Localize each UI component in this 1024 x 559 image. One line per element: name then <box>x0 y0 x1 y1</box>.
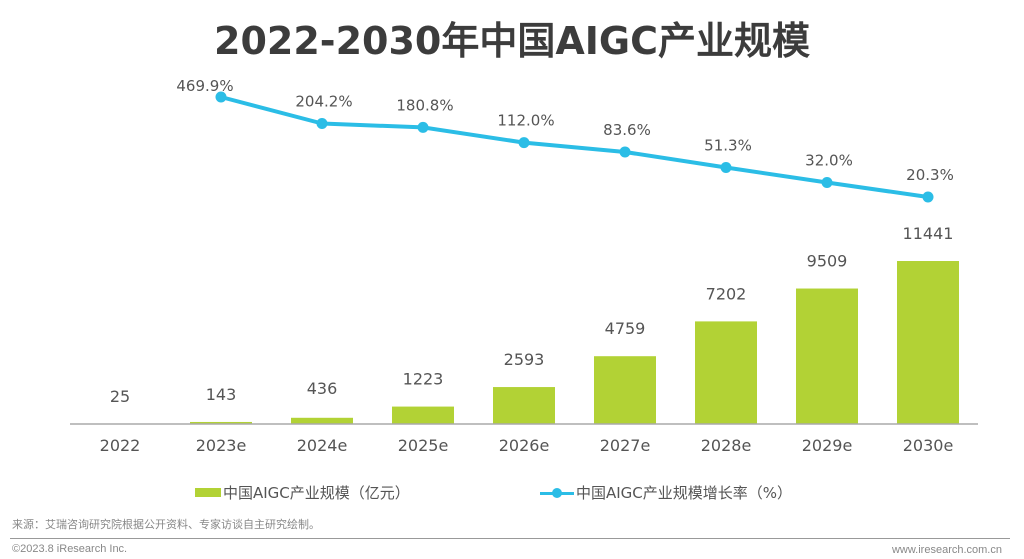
bar-value-label: 7202 <box>706 284 747 303</box>
x-tick-label: 2030e <box>903 436 954 455</box>
chart-area: 25 143 436 1223 2593 4759 7202 9509 11441 2022 20… <box>70 77 978 455</box>
growth-value-label: 83.6% <box>603 121 651 139</box>
bar-value-label: 436 <box>307 379 338 398</box>
growth-value-label: 20.3% <box>906 166 954 184</box>
growth-value-label: 469.9% <box>176 77 233 95</box>
legend-item-line: 中国AIGC产业规模增长率（%） <box>540 482 792 503</box>
bar-2030e <box>897 261 959 424</box>
growth-value-label: 32.0% <box>805 152 853 170</box>
growth-value-label: 180.8% <box>396 96 453 114</box>
growth-value-label: 112.0% <box>497 112 554 130</box>
bar-2025e <box>392 406 454 424</box>
growth-rate-line <box>220 95 929 199</box>
growth-point-2024e <box>316 118 328 130</box>
x-tick-label: 2025e <box>398 436 449 455</box>
growth-point-2027e <box>619 146 631 158</box>
chart-title: 2022-2030年中国AIGC产业规模 <box>214 19 810 63</box>
bar-value-label: 9509 <box>807 252 848 271</box>
legend-line-label: 中国AIGC产业规模增长率（%） <box>576 484 793 502</box>
growth-point-2026e <box>518 137 530 149</box>
legend-line-swatch <box>540 487 574 499</box>
growth-point-2025e <box>417 121 429 133</box>
x-tick-label: 2024e <box>297 436 348 455</box>
x-tick-label: 2022 <box>100 436 141 455</box>
bar-value-label: 4759 <box>605 319 646 338</box>
copyright: ©2023.8 iResearch Inc. <box>12 543 128 555</box>
bar-2028e <box>695 321 757 424</box>
legend-bar-label: 中国AIGC产业规模（亿元） <box>223 484 410 502</box>
x-tick-label: 2026e <box>499 436 550 455</box>
growth-point-2028e <box>720 161 732 173</box>
growth-point-2030e <box>922 191 934 203</box>
growth-value-label: 204.2% <box>295 93 352 111</box>
growth-point-2029e <box>821 177 833 189</box>
footer-divider <box>10 538 1010 539</box>
bar-2029e <box>796 288 858 424</box>
growth-point-2023e <box>215 91 227 103</box>
bar-2023e <box>190 421 252 424</box>
bar-value-label: 143 <box>206 385 237 404</box>
legend-bar-swatch <box>195 488 221 497</box>
bar-2027e <box>594 356 656 424</box>
bar-value-label: 25 <box>110 387 130 406</box>
bar-2026e <box>493 387 555 424</box>
x-tick-label: 2028e <box>701 436 752 455</box>
bar-value-label: 11441 <box>903 224 954 243</box>
bar-2024e <box>291 417 353 424</box>
source-note: 来源：艾瑞咨询研究院根据公开资料、专家访谈自主研究绘制。 <box>12 518 320 531</box>
bar-value-label: 2593 <box>504 350 545 369</box>
x-tick-label: 2027e <box>600 436 651 455</box>
legend-item-bar: 中国AIGC产业规模（亿元） <box>195 482 410 503</box>
website-link[interactable]: www.iresearch.com.cn <box>891 544 1002 556</box>
growth-value-label: 51.3% <box>704 136 752 154</box>
x-tick-label: 2023e <box>196 436 247 455</box>
bar-value-label: 1223 <box>403 370 444 389</box>
x-tick-label: 2029e <box>802 436 853 455</box>
